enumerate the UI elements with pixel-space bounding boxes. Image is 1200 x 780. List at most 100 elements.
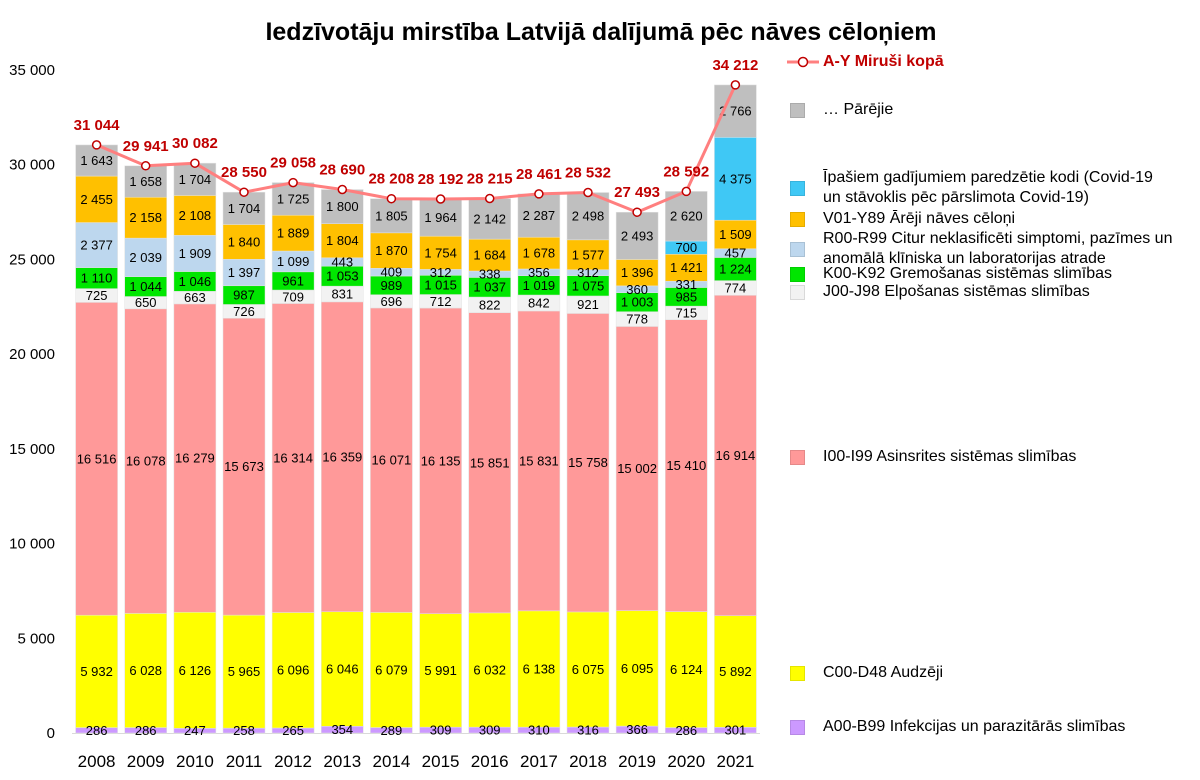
value-label-2020-series-7: 700 [675,240,697,255]
value-label-2021-series-8: 2 766 [719,104,752,119]
value-label-2013-series-5: 443 [331,255,353,270]
total-label-2008: 31 044 [74,117,121,134]
value-label-2016-series-6: 1 684 [473,248,506,263]
x-tick-label-2016: 2016 [471,752,509,771]
bar-segment-2021-series-6 [714,219,757,250]
value-label-2013-series-1: 6 046 [326,662,359,677]
value-label-2018-series-3: 921 [577,297,599,312]
value-label-2015-series-0: 309 [430,723,452,738]
x-tick-label-2008: 2008 [78,752,116,771]
value-label-2011-series-8: 1 704 [228,201,261,216]
value-label-2017-series-1: 6 138 [523,662,556,677]
bar-segment-2013-series-2 [321,301,364,613]
bar-segment-2014-series-6 [370,232,413,269]
x-tick-label-2017: 2017 [520,752,558,771]
bar-stacks [75,84,757,734]
value-label-2019-series-2: 15 002 [617,461,657,476]
bar-segment-2018-series-8 [566,192,610,241]
bar-segment-2010-series-8 [173,162,217,196]
bar-segment-2012-series-1 [271,612,315,729]
value-label-2014-series-3: 696 [381,294,403,309]
x-tick-label-2019: 2019 [618,752,656,771]
value-label-2009-series-1: 6 028 [129,663,162,678]
x-tick-label-2021: 2021 [716,752,754,771]
value-label-2019-series-4: 1 003 [621,295,654,310]
legend-swatch [790,284,805,300]
bar-segment-2018-series-6 [566,239,610,270]
value-label-2015-series-1: 5 991 [424,663,457,678]
value-label-2019-series-0: 366 [626,722,648,737]
x-tick-label-2018: 2018 [569,752,607,771]
total-marker-2015 [435,194,446,204]
legend-marker-swatch [797,56,809,68]
value-label-2016-series-2: 15 851 [470,455,510,470]
value-label-2018-series-2: 15 758 [568,455,608,470]
value-label-2011-series-2: 15 673 [224,459,264,474]
value-label-2012-series-6: 1 889 [277,226,310,241]
legend-swatch [790,665,805,681]
value-label-2011-series-6: 1 840 [228,234,261,249]
value-label-2020-series-1: 6 124 [670,662,703,677]
value-label-2010-series-3: 663 [184,290,206,305]
value-label-2014-series-8: 1 805 [375,208,408,223]
value-label-2020-series-3: 715 [675,305,697,320]
bar-segment-2015-series-6 [419,235,462,270]
value-label-2016-series-4: 1 037 [473,280,506,295]
value-label-2013-series-0: 354 [331,722,353,737]
bar-segment-2010-series-6 [173,195,217,236]
total-label-2009: 29 941 [123,138,169,155]
bar-segment-2018-series-2 [566,313,610,613]
bar-segment-2008-series-6 [75,175,118,223]
bar-segment-2008-series-1 [75,614,118,728]
value-label-2011-series-1: 5 965 [228,664,261,679]
legend-swatch [790,211,805,227]
value-label-2020-series-0: 286 [675,723,697,738]
legend-label: R00-R99 Citur neklasificēti simptomi, pa… [823,230,1173,267]
value-label-2008-series-1: 5 932 [80,664,113,679]
bar-segment-2013-series-8 [321,189,364,224]
value-label-2014-series-2: 16 071 [372,453,412,468]
total-marker-2012 [288,177,298,188]
value-label-2011-series-0: 258 [233,723,255,738]
value-label-2010-series-8: 1 704 [179,172,212,187]
bar-segment-2020-series-1 [665,611,708,728]
value-label-2008-series-4: 1 110 [81,271,113,286]
bar-segment-2009-series-2 [124,308,167,614]
total-label-2019: 27 493 [614,184,660,201]
y-tick-label: 15 000 [9,441,55,458]
legend-swatch [790,241,805,257]
value-label-2010-series-1: 6 126 [179,663,212,678]
total-label-2014: 28 208 [368,171,414,188]
value-label-2012-series-4: 961 [282,273,304,288]
value-label-2009-series-0: 286 [135,723,157,738]
total-line [96,84,737,214]
bar-segment-2016-series-8 [468,198,511,240]
value-label-2011-series-4: 987 [233,288,255,303]
bar-segment-2010-series-2 [173,303,217,613]
value-label-2008-series-8: 1 643 [80,153,113,168]
x-tick-label-2020: 2020 [667,752,705,771]
y-tick-label: 20 000 [9,346,55,363]
value-label-2008-series-0: 286 [86,723,108,738]
total-marker-2014 [386,193,397,204]
value-label-2021-series-7: 4 375 [719,171,752,186]
x-tick-label-2014: 2014 [372,752,410,771]
value-label-2009-series-3: 650 [135,295,157,310]
value-label-2012-series-5: 1 099 [277,254,310,269]
bar-segment-2017-series-1 [517,610,561,728]
value-label-2021-series-4: 1 224 [719,262,752,277]
bar-segment-2012-series-8 [271,182,315,216]
y-tick-label: 35 000 [9,62,55,79]
y-tick-label: 5 000 [17,630,55,647]
bar-segment-2014-series-2 [370,307,413,613]
value-label-2020-series-6: 1 421 [670,260,703,275]
bar-segment-2015-series-1 [419,613,462,728]
value-label-2015-series-8: 1 964 [424,210,457,225]
value-label-2021-series-5: 457 [725,246,747,261]
value-label-2019-series-3: 778 [626,312,648,327]
bar-segment-2016-series-6 [468,238,511,272]
bar-segment-2008-series-5 [75,222,118,268]
value-label-2008-series-6: 2 455 [80,192,113,207]
